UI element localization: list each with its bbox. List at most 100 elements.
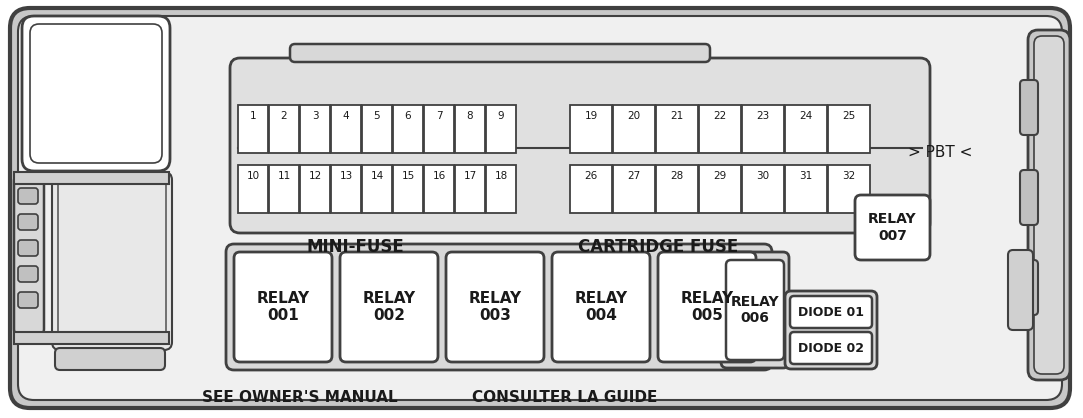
Bar [828,105,870,153]
Bar [362,105,392,153]
FancyBboxPatch shape [854,195,930,260]
Text: 13: 13 [339,171,353,181]
FancyBboxPatch shape [230,58,930,233]
Bar [14,172,169,184]
Bar [613,165,655,213]
FancyBboxPatch shape [1020,80,1038,135]
Bar [269,165,299,213]
Bar [656,165,699,213]
FancyBboxPatch shape [658,252,756,362]
Bar [570,105,612,153]
Bar [238,105,268,153]
FancyBboxPatch shape [1020,260,1038,315]
FancyBboxPatch shape [290,44,710,62]
Text: 2: 2 [280,111,287,121]
Text: 20: 20 [627,111,640,121]
Bar [269,105,299,153]
FancyBboxPatch shape [1034,36,1064,374]
Bar [699,165,741,213]
Text: 7: 7 [435,111,442,121]
Bar [425,105,454,153]
Text: RELAY
006: RELAY 006 [731,295,780,325]
FancyBboxPatch shape [30,24,162,163]
FancyBboxPatch shape [18,266,38,282]
Text: 9: 9 [498,111,505,121]
FancyBboxPatch shape [1008,250,1033,330]
FancyBboxPatch shape [226,244,772,370]
FancyBboxPatch shape [18,188,38,204]
Text: 30: 30 [756,171,770,181]
Text: 18: 18 [494,171,508,181]
Text: 28: 28 [670,171,683,181]
Bar [570,165,612,213]
Bar [486,165,516,213]
Bar [455,165,485,213]
Text: 23: 23 [756,111,770,121]
Bar [742,105,784,153]
Text: 21: 21 [670,111,683,121]
FancyBboxPatch shape [58,178,166,344]
Text: 6: 6 [405,111,412,121]
Text: 24: 24 [799,111,812,121]
FancyBboxPatch shape [18,292,38,308]
Text: 31: 31 [799,171,812,181]
Bar [362,165,392,213]
FancyBboxPatch shape [446,252,544,362]
Bar [393,165,423,213]
Text: 22: 22 [714,111,727,121]
FancyBboxPatch shape [10,8,1070,408]
Text: 32: 32 [843,171,856,181]
Text: RELAY
002: RELAY 002 [363,291,416,323]
Text: 1: 1 [250,111,257,121]
Text: MINI-FUSE: MINI-FUSE [306,238,404,256]
Text: RELAY
004: RELAY 004 [574,291,627,323]
Text: RELAY
007: RELAY 007 [869,212,917,242]
Bar [14,332,169,344]
Bar [742,165,784,213]
Text: DIODE 01: DIODE 01 [798,306,864,319]
FancyBboxPatch shape [18,16,1062,400]
Text: 15: 15 [402,171,415,181]
Text: RELAY
003: RELAY 003 [469,291,522,323]
Bar [331,165,361,213]
Text: 5: 5 [374,111,380,121]
Bar [300,105,330,153]
Text: 26: 26 [585,171,598,181]
FancyBboxPatch shape [721,252,790,368]
Text: 3: 3 [312,111,318,121]
Bar [785,105,827,153]
Text: 29: 29 [714,171,727,181]
Bar [393,105,423,153]
Text: SEE OWNER'S MANUAL: SEE OWNER'S MANUAL [203,390,397,405]
Bar [486,105,516,153]
Text: DIODE 02: DIODE 02 [798,342,864,354]
Bar [331,105,361,153]
Text: 4: 4 [342,111,350,121]
Text: 11: 11 [277,171,290,181]
FancyBboxPatch shape [552,252,650,362]
FancyBboxPatch shape [790,332,872,364]
FancyBboxPatch shape [52,172,172,350]
Text: 17: 17 [464,171,477,181]
Bar [656,105,699,153]
Bar [425,165,454,213]
Text: CARTRIDGE FUSE: CARTRIDGE FUSE [578,238,739,256]
Text: 8: 8 [467,111,473,121]
FancyBboxPatch shape [234,252,332,362]
Bar [300,165,330,213]
Text: 14: 14 [370,171,383,181]
Text: RELAY
001: RELAY 001 [257,291,310,323]
Text: 19: 19 [585,111,598,121]
FancyBboxPatch shape [55,348,165,370]
FancyBboxPatch shape [1028,30,1070,380]
Bar [828,165,870,213]
FancyBboxPatch shape [340,252,438,362]
FancyBboxPatch shape [1020,170,1038,225]
Text: 12: 12 [309,171,322,181]
Text: RELAY
005: RELAY 005 [680,291,733,323]
Bar [785,165,827,213]
Text: 25: 25 [843,111,856,121]
Text: 10: 10 [247,171,260,181]
FancyBboxPatch shape [14,175,44,335]
FancyBboxPatch shape [726,260,784,360]
